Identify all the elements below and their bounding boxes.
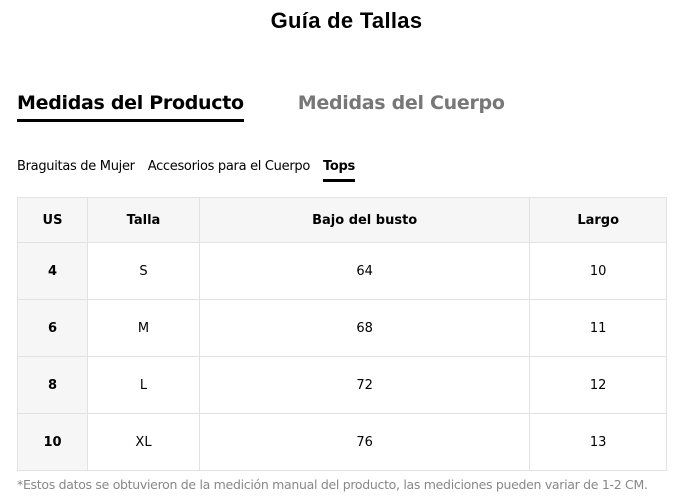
- table-cell: 72: [198, 356, 531, 414]
- table-cell: 64: [198, 242, 531, 300]
- table-cell: 4: [16, 242, 89, 300]
- size-table: US Talla Bajo del busto Largo 4 S 64 10 6 M 68…: [16, 197, 667, 471]
- table-row: 4 S 64 10: [16, 242, 667, 300]
- subtab-body-accessories[interactable]: Accesorios para el Cuerpo: [147, 159, 311, 174]
- table-cell: 10: [16, 413, 89, 471]
- table-row: 10 XL 76 13: [16, 413, 667, 471]
- table-cell: 13: [529, 413, 667, 471]
- page-title: Guía de Tallas: [270, 8, 423, 33]
- measurement-note: *Estos datos se obtuvieron de la medició…: [17, 477, 648, 492]
- table-cell: 10: [529, 242, 667, 300]
- table-cell: 76: [198, 413, 531, 471]
- header-length: Largo: [529, 197, 667, 243]
- header-underbust: Bajo del busto: [198, 197, 531, 243]
- table-cell: 6: [16, 299, 89, 357]
- table-cell: 12: [529, 356, 667, 414]
- table-cell: 68: [198, 299, 531, 357]
- table-cell: 11: [529, 299, 667, 357]
- tab-product-measurements[interactable]: Medidas del Producto: [17, 92, 244, 122]
- subtab-panties[interactable]: Braguitas de Mujer: [17, 159, 135, 174]
- category-tabs: Braguitas de Mujer Accesorios para el Cu…: [17, 159, 355, 182]
- table-row: 8 L 72 12: [16, 356, 667, 414]
- table-cell: L: [87, 356, 200, 414]
- tab-body-measurements[interactable]: Medidas del Cuerpo: [297, 92, 505, 114]
- header-size: Talla: [87, 197, 200, 243]
- table-cell: M: [87, 299, 200, 357]
- table-cell: XL: [87, 413, 200, 471]
- table-row: 6 M 68 11: [16, 299, 667, 357]
- header-us: US: [16, 197, 89, 243]
- table-cell: 8: [16, 356, 89, 414]
- table-header-row: US Talla Bajo del busto Largo: [16, 197, 667, 243]
- subtab-tops[interactable]: Tops: [322, 159, 355, 182]
- table-cell: S: [87, 242, 200, 300]
- measurement-tabs: Medidas del Producto Medidas del Cuerpo: [17, 92, 505, 122]
